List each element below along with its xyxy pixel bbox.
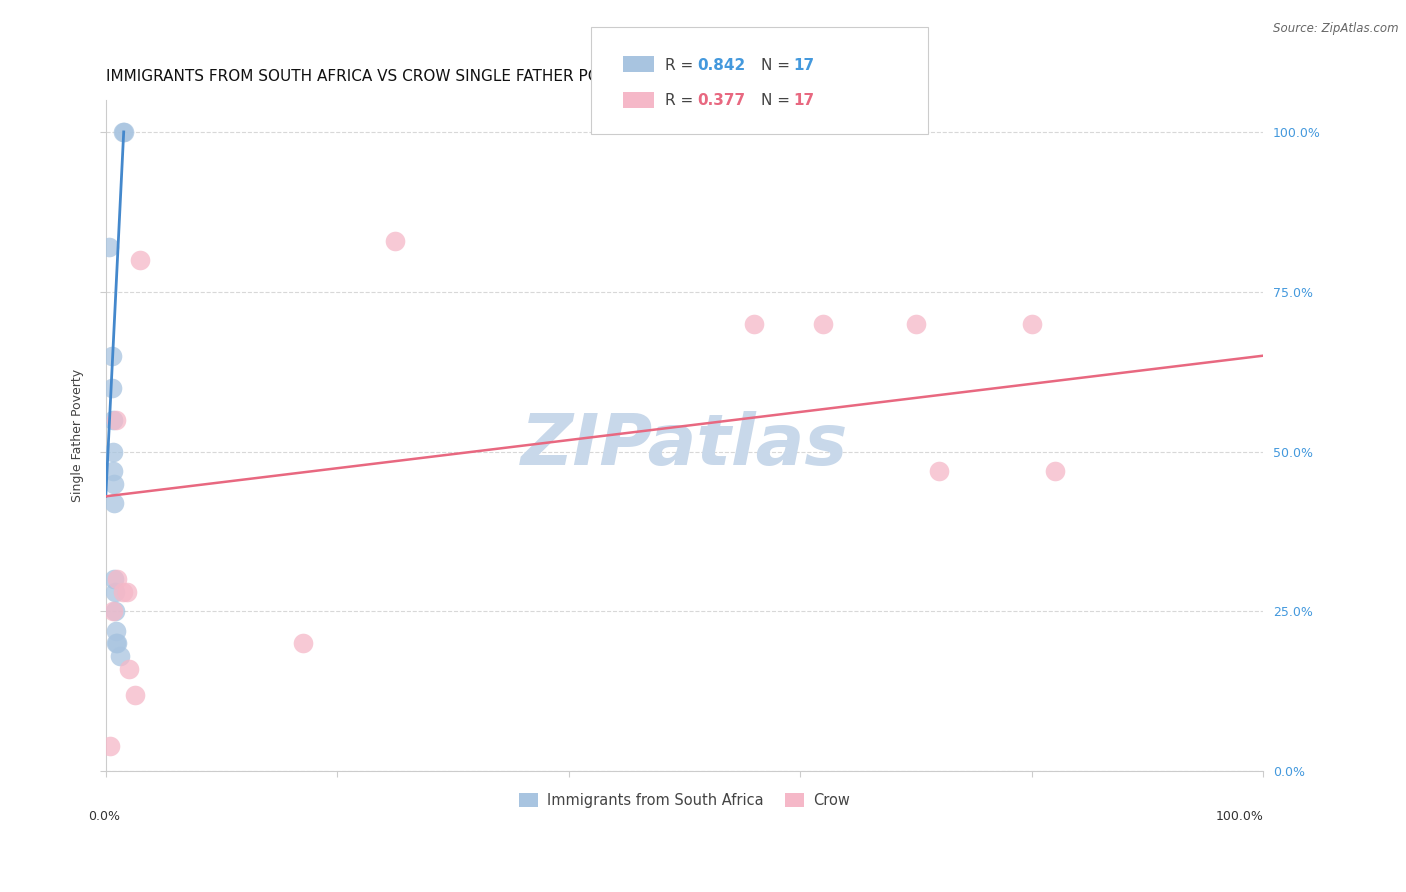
Point [112, 125, 135, 139]
Point [742, 317, 765, 331]
Point [118, 662, 141, 676]
Point [108, 649, 131, 664]
Point [928, 464, 950, 478]
Point [103, 444, 125, 458]
Point [105, 573, 128, 587]
Point [112, 125, 135, 139]
Text: 100.0%: 100.0% [1215, 810, 1263, 822]
Point [112, 585, 135, 599]
Text: N =: N = [761, 58, 794, 72]
Point [100, 349, 122, 363]
Point [100, 381, 122, 395]
Point [104, 585, 127, 599]
Point [904, 317, 927, 331]
Text: Source: ZipAtlas.com: Source: ZipAtlas.com [1274, 22, 1399, 36]
Point [103, 573, 125, 587]
Point [100, 739, 122, 753]
Point [291, 636, 314, 650]
Y-axis label: Single Father Poverty: Single Father Poverty [72, 369, 84, 502]
Point [384, 234, 406, 248]
Point [813, 317, 835, 331]
Text: 17: 17 [793, 94, 814, 108]
Point [105, 412, 128, 426]
Point [1021, 317, 1043, 331]
Point [103, 496, 125, 510]
Text: R =: R = [665, 58, 699, 72]
Text: 0.377: 0.377 [697, 94, 745, 108]
Point [104, 624, 127, 638]
Point [115, 585, 138, 599]
Point [105, 636, 128, 650]
Text: 0.0%: 0.0% [89, 810, 121, 822]
Point [1043, 464, 1066, 478]
Text: ZIPatlas: ZIPatlas [520, 410, 848, 480]
Point [129, 252, 152, 267]
Point [105, 636, 128, 650]
Legend: Immigrants from South Africa, Crow: Immigrants from South Africa, Crow [513, 788, 856, 814]
Point [103, 464, 125, 478]
Point [124, 688, 146, 702]
Point [98, 240, 121, 254]
Point [104, 604, 127, 618]
Text: 17: 17 [793, 58, 814, 72]
Text: 0.842: 0.842 [697, 58, 745, 72]
Text: R =: R = [665, 94, 699, 108]
Text: N =: N = [761, 94, 794, 108]
Point [101, 412, 124, 426]
Point [103, 476, 125, 491]
Point [101, 604, 124, 618]
Text: IMMIGRANTS FROM SOUTH AFRICA VS CROW SINGLE FATHER POVERTY CORRELATION CHART: IMMIGRANTS FROM SOUTH AFRICA VS CROW SIN… [105, 69, 817, 84]
